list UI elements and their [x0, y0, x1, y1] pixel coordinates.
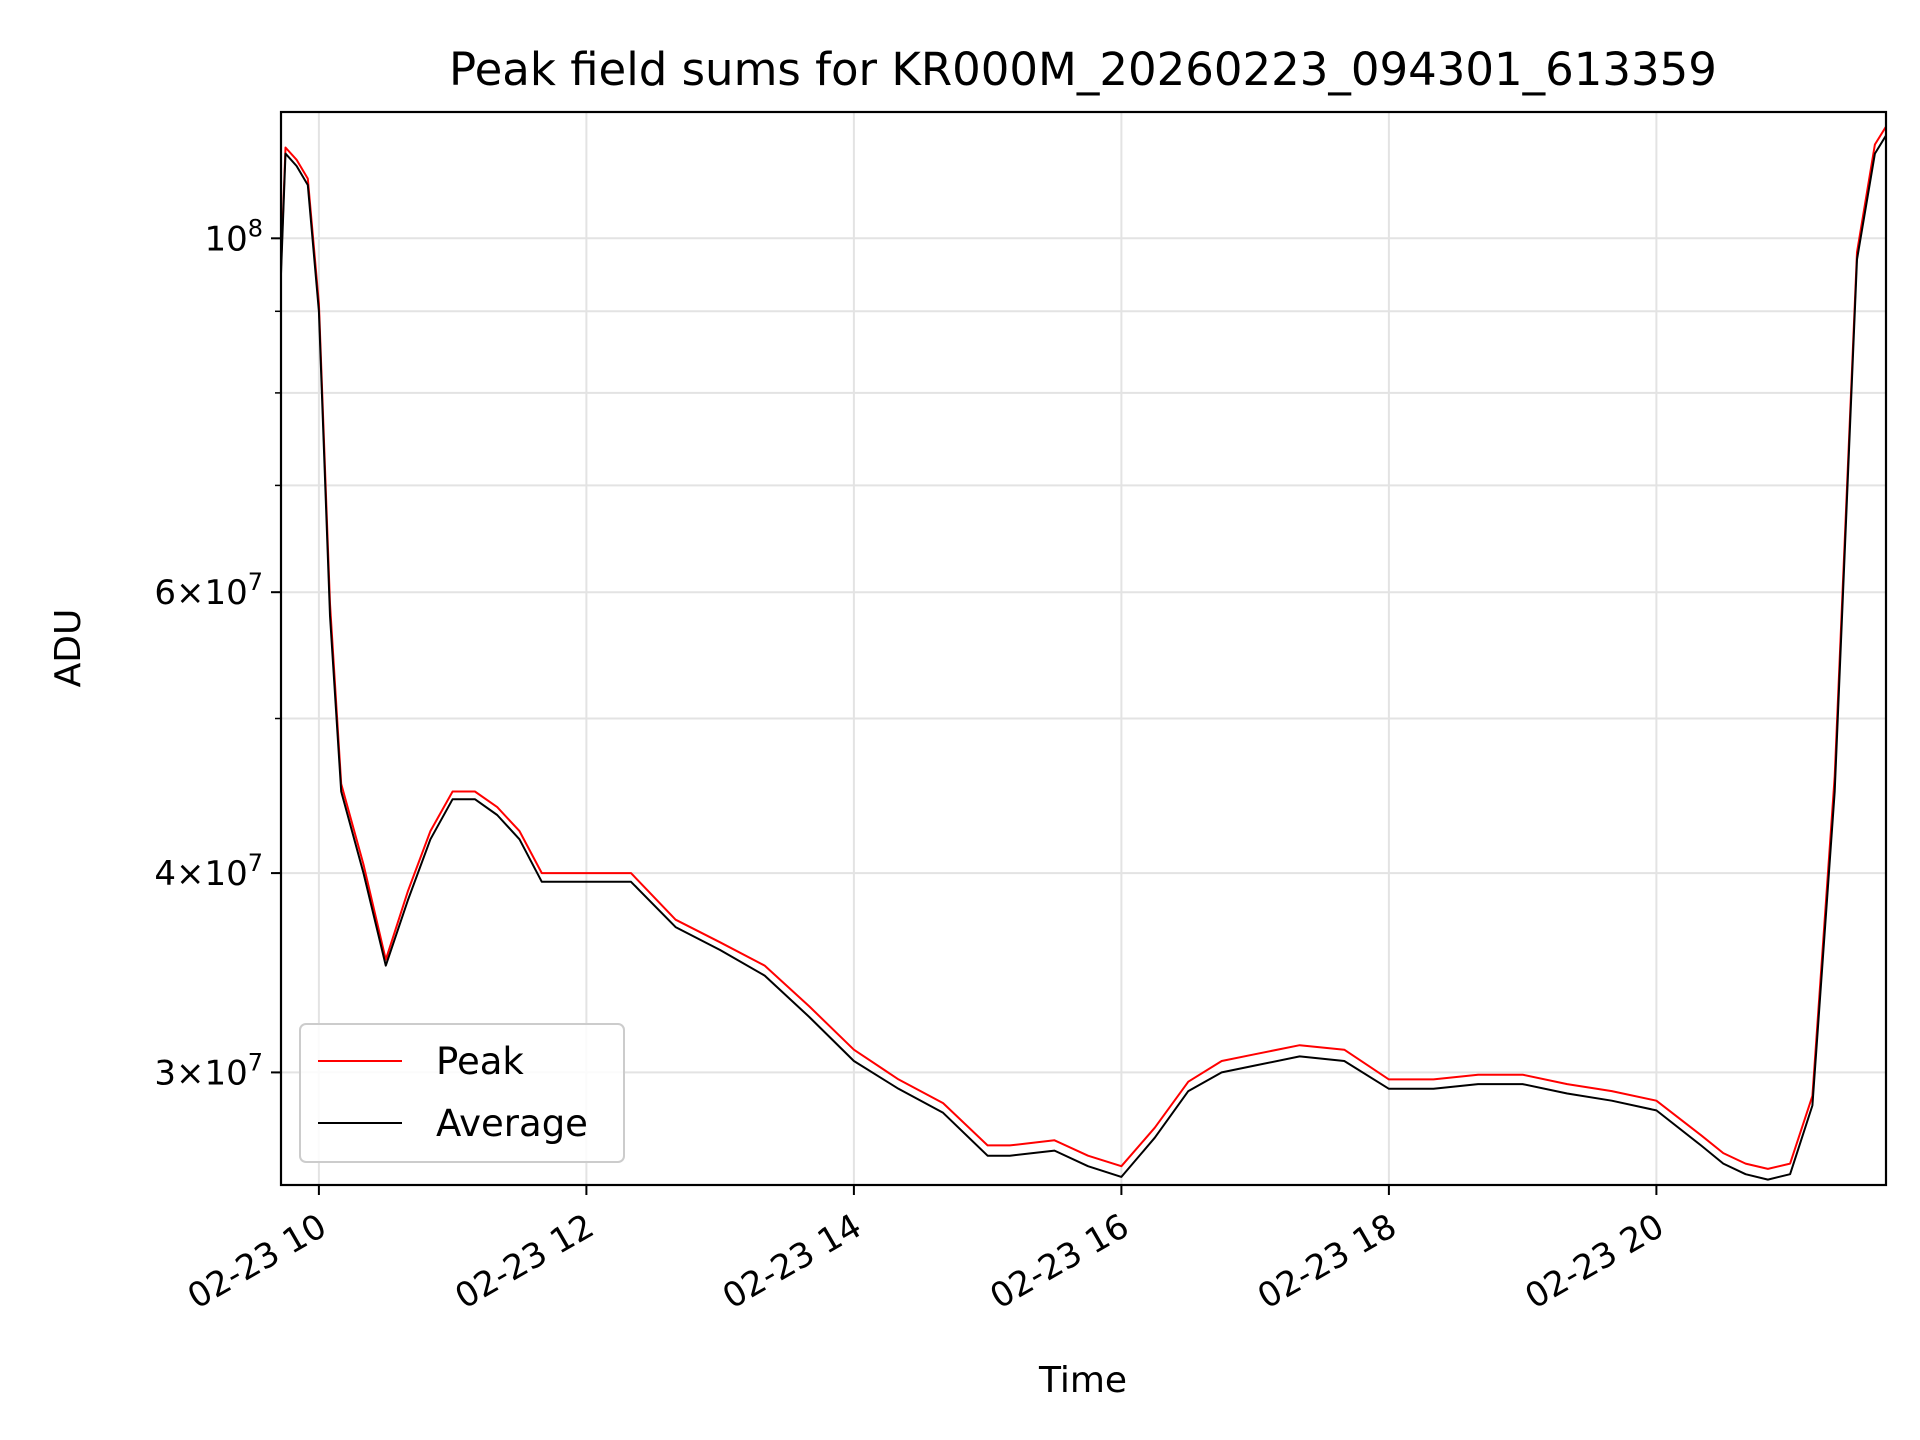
y-tick-label: 6×107 — [154, 568, 263, 613]
peak-series-line — [280, 126, 1887, 1170]
y-tick-label: 4×107 — [154, 849, 263, 894]
y-tick-mantissa: 4×10 — [154, 854, 247, 894]
y-axis-label: ADU — [48, 609, 89, 688]
chart-title: Peak field sums for KR000M_20260223_0943… — [449, 43, 1717, 96]
y-tick-base: 10 — [204, 219, 247, 259]
y-tick-exponent: 7 — [248, 568, 263, 596]
legend-average-label: Average — [436, 1102, 588, 1145]
plot-frame — [279, 110, 1888, 1187]
legend: Peak Average — [299, 1023, 625, 1163]
legend-peak-label: Peak — [436, 1040, 524, 1083]
y-tick-exponent: 7 — [248, 849, 263, 877]
y-tick-mantissa: 6×10 — [154, 573, 247, 613]
y-tick-exponent: 8 — [248, 214, 263, 242]
y-tick-label: 3×107 — [154, 1048, 263, 1093]
x-axis-label: Time — [1038, 1360, 1127, 1401]
y-tick-label: 108 — [204, 214, 263, 259]
legend-box — [299, 1023, 625, 1163]
series-layer — [280, 126, 1887, 1181]
y-tick-mantissa: 3×10 — [154, 1053, 247, 1093]
average-series-line — [280, 134, 1887, 1181]
y-tick-exponent: 7 — [248, 1048, 263, 1076]
